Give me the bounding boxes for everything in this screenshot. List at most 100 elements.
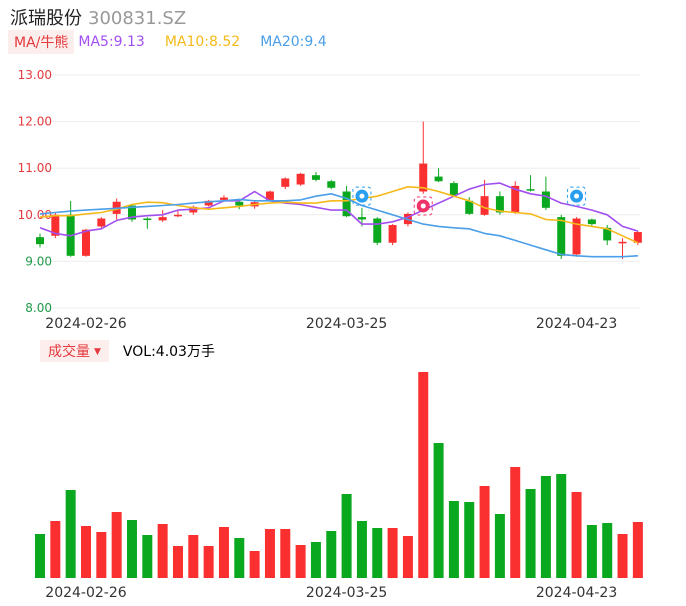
candle-body (127, 205, 136, 220)
candle (143, 217, 152, 229)
candle-body (143, 218, 152, 221)
candle-body (587, 219, 596, 225)
candle (281, 177, 290, 190)
candle-body (633, 232, 642, 243)
candle-body (281, 178, 290, 187)
signal-frame (413, 196, 433, 216)
candle-body (373, 218, 382, 243)
candle-body (572, 218, 581, 255)
stock-name: 派瑞股份 (10, 8, 82, 29)
volume-bar (65, 490, 76, 578)
ma20-line (39, 193, 638, 258)
candle (173, 211, 182, 218)
sell-signal-marker (352, 186, 372, 206)
candle (633, 231, 642, 246)
volume-tag-label: 成交量 (48, 344, 90, 360)
volume-bar (188, 535, 199, 578)
candle (434, 168, 443, 183)
candle (204, 199, 213, 207)
volume-bar (157, 524, 168, 578)
candle-body (480, 196, 489, 215)
candle-body (495, 196, 504, 213)
volume-bar (448, 501, 459, 578)
candle-body (97, 218, 106, 227)
candle-body (311, 175, 320, 180)
candle (373, 217, 382, 246)
volume-bar (540, 476, 551, 578)
volume-bar (80, 526, 91, 578)
y-tick-label: 9.00 (25, 254, 52, 268)
candle (127, 205, 136, 222)
ma-legend: MA/牛熊 MA5:9.13 MA10:8.52 MA20:9.4 (8, 30, 347, 54)
candle (526, 175, 535, 192)
candle-body (36, 237, 44, 245)
volume-bar (35, 534, 45, 578)
volume-bar (479, 486, 490, 578)
y-tick-label: 8.00 (25, 301, 52, 315)
candle-body (603, 227, 612, 241)
chevron-down-icon: ▼ (94, 347, 101, 357)
candle-body (511, 185, 520, 213)
signal-dot-center (359, 193, 365, 199)
volume-bar (617, 534, 628, 578)
signal-dot-center (420, 203, 426, 209)
stock-title: 派瑞股份 300831.SZ (10, 4, 186, 30)
candle-body (526, 189, 535, 191)
ma20-legend: MA20:9.4 (260, 34, 327, 50)
candle-body (357, 217, 366, 220)
candle-body (296, 173, 305, 185)
volume-x-tick-label: 2024-03-25 (306, 585, 387, 601)
candle-body (434, 176, 443, 182)
candle (587, 218, 596, 227)
volume-bar (510, 467, 521, 578)
x-tick-label: 2024-02-26 (45, 316, 126, 332)
volume-bar (525, 489, 536, 578)
volume-bar (264, 529, 275, 578)
volume-bar (50, 521, 61, 578)
volume-bar (295, 545, 306, 578)
volume-bar (172, 546, 183, 578)
volume-bar (494, 514, 505, 578)
candle (557, 214, 566, 260)
candle (158, 210, 167, 222)
candle (265, 190, 274, 201)
candle (296, 172, 305, 186)
volume-bar (372, 528, 383, 578)
candle-body (388, 225, 397, 243)
volume-bar (326, 531, 337, 578)
candle (81, 228, 90, 257)
ma10-legend: MA10:8.52 (164, 34, 241, 50)
volume-x-tick-label: 2024-04-23 (536, 585, 617, 601)
stock-code: 300831.SZ (88, 8, 187, 29)
signal-dot-center (574, 193, 580, 199)
candle-body (419, 163, 428, 192)
ma5-legend: MA5:9.13 (78, 34, 145, 50)
volume-bar (586, 525, 597, 578)
x-tick-label: 2024-04-23 (536, 316, 617, 332)
candle-body (204, 200, 213, 206)
candle-body (327, 181, 336, 188)
volume-bar (249, 551, 260, 578)
ma10-line (39, 186, 639, 244)
volume-legend-tag[interactable]: 成交量 ▼ (40, 340, 109, 362)
ma5-line (39, 182, 639, 237)
volume-bar (218, 527, 229, 578)
candle-body (219, 197, 228, 200)
candle (618, 238, 627, 260)
volume-bar (142, 535, 153, 578)
volume-bar (602, 523, 613, 578)
candle-body (618, 241, 627, 244)
volume-bar (418, 372, 429, 578)
volume-bar (632, 522, 643, 578)
candle (97, 217, 106, 228)
sell-signal-marker (567, 186, 587, 206)
candle (449, 181, 458, 197)
volume-bar (234, 538, 245, 578)
signal-frame (352, 186, 372, 206)
volume-bar (280, 529, 291, 578)
signal-frame (567, 186, 587, 206)
ma-legend-tag[interactable]: MA/牛熊 (8, 30, 75, 54)
volume-bar (464, 502, 475, 578)
candle (419, 121, 428, 194)
